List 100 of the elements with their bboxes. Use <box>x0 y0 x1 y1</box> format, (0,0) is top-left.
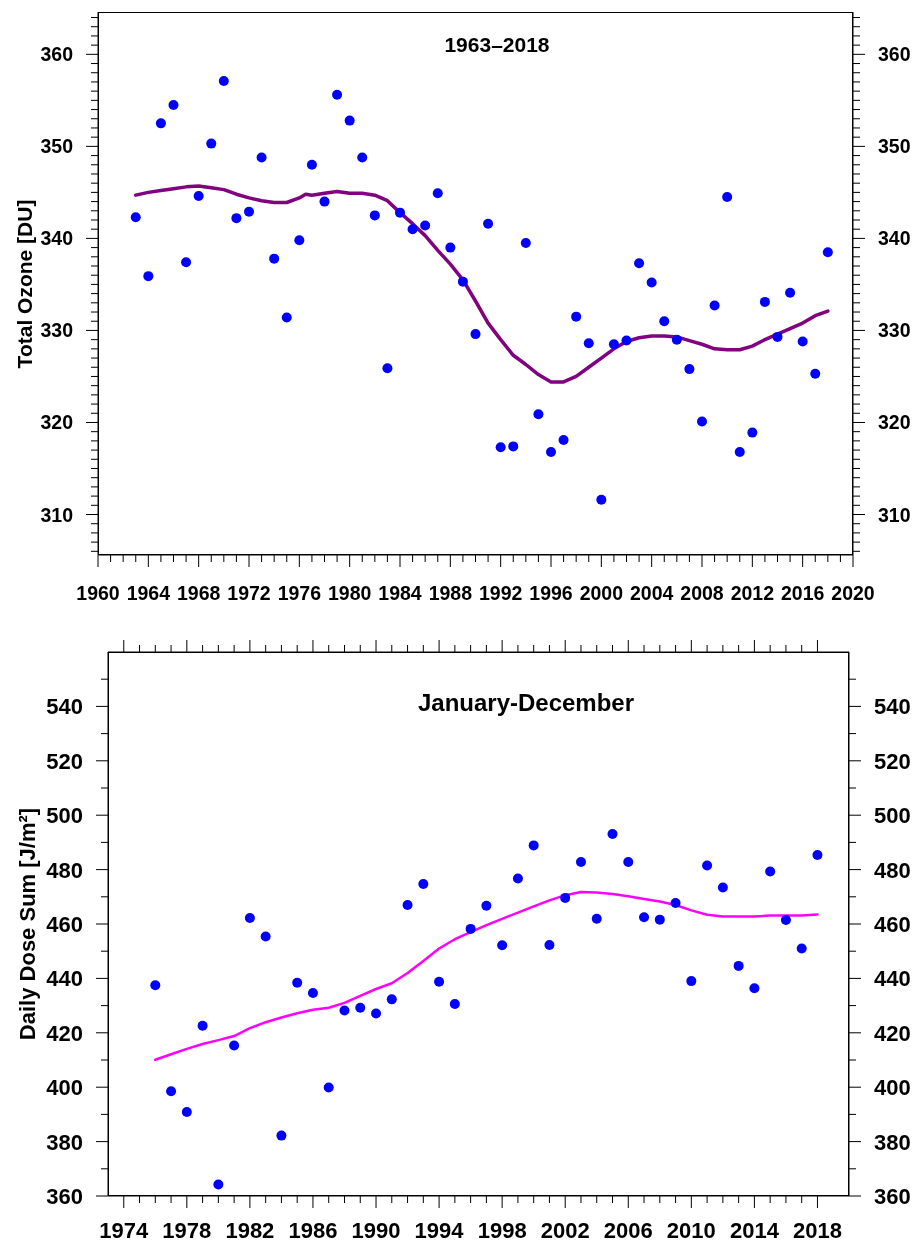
point <box>796 943 807 954</box>
y-tick-label: 400 <box>46 1075 83 1101</box>
y2-tick-label: 460 <box>874 911 911 937</box>
point <box>544 939 555 950</box>
point <box>765 866 776 877</box>
point <box>306 159 317 170</box>
text: January-December <box>417 688 635 717</box>
point <box>575 856 586 867</box>
point <box>780 914 791 925</box>
point <box>733 960 744 971</box>
point <box>344 115 355 126</box>
point <box>722 191 733 202</box>
point <box>483 218 494 229</box>
point <box>244 913 255 924</box>
x-tick-label: 1986 <box>288 1217 338 1240</box>
y-tick-label: 310 <box>40 503 74 526</box>
x-tick-label: 1974 <box>99 1217 149 1240</box>
y2-tick-label: 340 <box>878 227 911 250</box>
point <box>822 247 833 258</box>
point <box>420 220 431 231</box>
y2-tick-label: 500 <box>874 803 911 829</box>
y-axis-title: Daily Dose Sum [J/m²] <box>14 807 41 1041</box>
y2-tick-label: 420 <box>874 1020 911 1046</box>
point <box>583 338 594 349</box>
point <box>256 152 267 163</box>
y-tick-label: 480 <box>46 857 83 883</box>
y-axis-title: Total Ozone [DU] <box>13 199 37 368</box>
x-tick-label: 1992 <box>478 582 523 605</box>
y2-tick-label: 350 <box>878 135 911 158</box>
point <box>759 296 770 307</box>
point <box>371 1008 382 1019</box>
y2-tick-label: 480 <box>874 857 911 883</box>
point <box>449 998 460 1009</box>
point <box>671 334 682 345</box>
x-tick-label: 2020 <box>831 582 875 605</box>
point <box>407 224 418 235</box>
point <box>244 206 254 217</box>
point <box>193 191 204 202</box>
point <box>418 879 429 890</box>
point <box>260 931 271 942</box>
point <box>281 312 292 323</box>
y-tick-label: 350 <box>40 135 74 158</box>
point <box>512 873 523 884</box>
x-tick-label: 2012 <box>730 582 775 605</box>
point <box>497 940 508 951</box>
x-tick-label: 1994 <box>414 1217 465 1240</box>
point <box>772 331 783 342</box>
x-tick-label: 1964 <box>126 582 171 605</box>
point <box>355 1002 366 1013</box>
x-tick-label: 1960 <box>76 582 120 605</box>
y2-tick-label: 360 <box>878 43 911 66</box>
point <box>181 1106 192 1117</box>
point <box>229 1040 240 1051</box>
point <box>332 89 343 100</box>
point <box>432 188 443 199</box>
point <box>697 416 707 427</box>
point <box>659 316 670 327</box>
y-tick-label: 540 <box>46 694 83 720</box>
y2-tick-label: 330 <box>878 319 911 342</box>
point <box>702 860 713 871</box>
x-tick-label: 1982 <box>225 1217 275 1240</box>
point <box>596 494 607 505</box>
x-tick-label: 2014 <box>729 1217 780 1240</box>
point <box>670 898 681 909</box>
y2-tick-label: 400 <box>874 1075 911 1101</box>
point <box>395 207 405 218</box>
point <box>623 856 634 867</box>
y-tick-label: 360 <box>40 43 74 66</box>
point <box>386 994 397 1005</box>
y-tick-label: 500 <box>46 803 83 829</box>
point <box>168 99 179 110</box>
x-tick-label: 2000 <box>579 582 624 605</box>
point <box>294 235 305 246</box>
x-tick-label: 2004 <box>629 582 674 605</box>
point <box>231 213 242 224</box>
y-tick-label: 340 <box>40 227 74 250</box>
point <box>560 892 571 903</box>
y-tick-label: 440 <box>46 966 83 992</box>
point <box>465 923 476 934</box>
point <box>181 257 192 268</box>
y2-tick-label: 360 <box>874 1183 911 1209</box>
point <box>558 434 569 445</box>
point <box>319 196 330 207</box>
point <box>639 912 650 923</box>
x-tick-label: 1998 <box>477 1217 527 1240</box>
y2-tick-label: 310 <box>878 503 911 526</box>
point <box>717 882 728 893</box>
point <box>747 427 758 438</box>
x-tick-label: 1968 <box>176 582 221 605</box>
point <box>339 1005 350 1016</box>
y-tick-label: 330 <box>40 319 74 342</box>
y2-tick-label: 440 <box>874 966 911 992</box>
point <box>785 287 796 298</box>
point <box>684 364 695 375</box>
x-tick-label: 1988 <box>428 582 473 605</box>
x-tick-label: 1976 <box>277 582 322 605</box>
text: 1963–2018 <box>444 33 550 57</box>
line-series <box>154 890 819 1061</box>
point <box>457 276 468 287</box>
point <box>143 271 154 282</box>
